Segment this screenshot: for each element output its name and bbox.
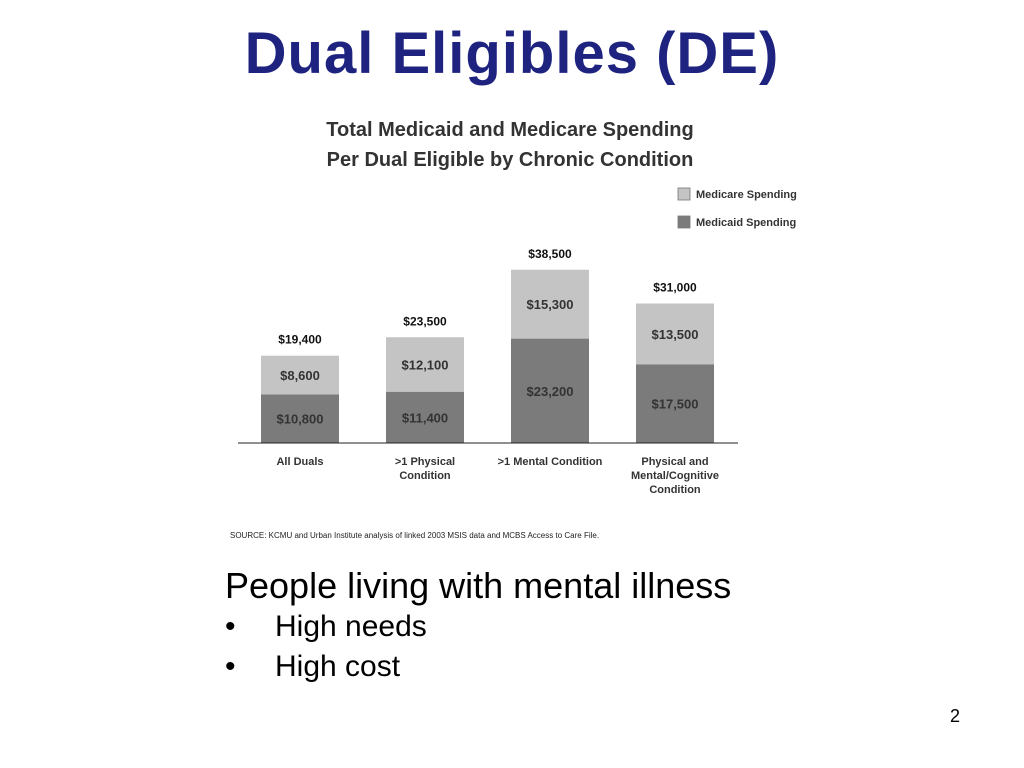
legend-swatch: [677, 187, 691, 201]
medicaid-value-label: $23,200: [527, 384, 574, 399]
body-text: People living with mental illness • High…: [225, 565, 865, 687]
category-label: >1 Mental Condition: [498, 456, 603, 468]
bar-medicaid: [636, 364, 714, 443]
medicaid-value-label: $10,800: [277, 412, 324, 427]
bullet-text: High cost: [275, 650, 401, 683]
total-value-label: $31,000: [653, 281, 697, 295]
source-note: SOURCE: KCMU and Urban Institute analysi…: [230, 531, 599, 540]
legend-label: Medicare Spending: [696, 189, 797, 201]
medicaid-value-label: $17,500: [652, 397, 699, 412]
category-label: Condition: [399, 470, 451, 482]
total-value-label: $23,500: [403, 314, 447, 328]
medicaid-value-label: $11,400: [402, 410, 448, 425]
chart-subtitle: Per Dual Eligible by Chronic Condition: [327, 149, 694, 171]
bullet-item: • High cost: [225, 647, 865, 687]
category-label: Physical and: [641, 456, 708, 468]
medicare-value-label: $12,100: [402, 357, 449, 372]
category-label: Mental/Cognitive: [631, 470, 719, 482]
category-label: All Duals: [276, 456, 323, 468]
bar-medicare: [636, 303, 714, 365]
spending-chart: Total Medicaid and Medicare Spending Per …: [230, 119, 797, 540]
legend-swatch: [677, 215, 691, 229]
bullet-dot-icon: •: [225, 650, 236, 683]
total-value-label: $38,500: [528, 247, 572, 261]
total-value-label: $19,400: [278, 333, 322, 347]
category-label: >1 Physical: [395, 456, 455, 468]
bullet-item: • High needs: [225, 607, 865, 647]
medicare-value-label: $15,300: [527, 297, 574, 312]
bar-medicaid: [261, 394, 339, 443]
medicare-value-label: $13,500: [652, 327, 699, 342]
bar-medicare: [511, 269, 589, 339]
category-label: Condition: [649, 484, 701, 496]
bar-medicare: [386, 337, 464, 392]
bar-medicaid: [386, 391, 464, 443]
bullet-text: High needs: [275, 610, 427, 643]
page-number: 2: [949, 706, 960, 726]
bar-medicare: [261, 355, 339, 395]
bullet-dot-icon: •: [225, 610, 236, 643]
medicare-value-label: $8,600: [280, 368, 320, 383]
legend-label: Medicaid Spending: [696, 217, 796, 229]
chart-title: Total Medicaid and Medicare Spending: [326, 119, 693, 141]
bar-medicaid: [511, 338, 589, 443]
slide-title: Dual Eligibles (DE): [244, 21, 780, 86]
lead-text: People living with mental illness: [225, 565, 732, 606]
